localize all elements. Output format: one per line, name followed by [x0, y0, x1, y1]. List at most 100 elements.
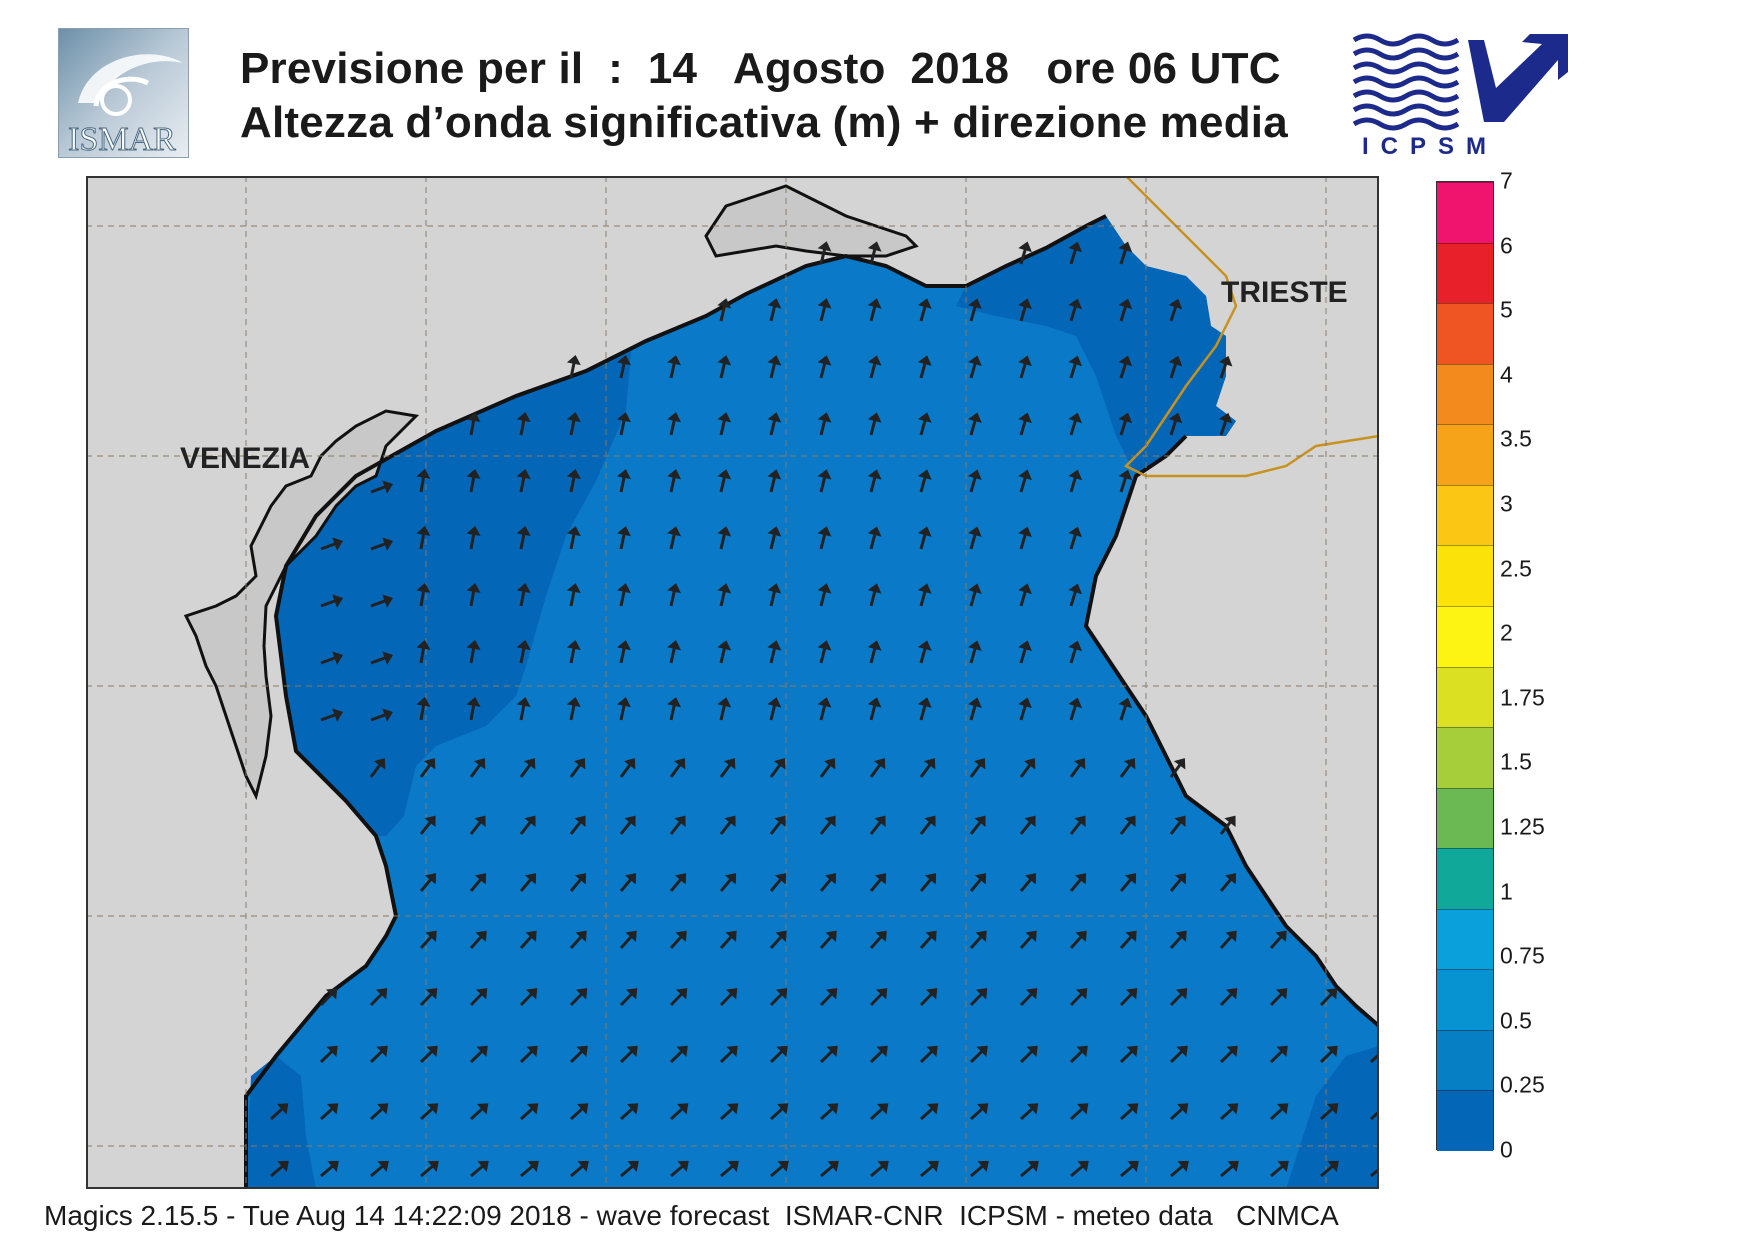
colorbar-tick-label: 7: [1500, 167, 1513, 194]
wave-direction-arrowhead: [717, 298, 732, 309]
wave-direction-arrow: [719, 590, 727, 607]
icpsm-logo: ICPSM: [1346, 30, 1586, 160]
wave-direction-arrowhead: [1125, 988, 1138, 1000]
coastline: [244, 214, 1107, 1189]
wave-direction-arrow: [919, 590, 927, 607]
wave-direction-arrow: [869, 763, 882, 778]
wave-direction-arrowhead: [817, 469, 832, 480]
wave-direction-arrow: [619, 935, 633, 950]
wave-direction-arrow: [969, 476, 977, 493]
wave-direction-arrowhead: [917, 298, 932, 309]
wave-direction-arrow: [969, 704, 977, 721]
wave-direction-arrow: [769, 533, 777, 550]
wave-direction-arrowhead: [624, 873, 637, 885]
wave-direction-arrow: [969, 362, 977, 379]
wave-direction-arrow: [919, 362, 927, 379]
wave-direction-arrow: [469, 935, 483, 950]
wave-direction-arrow: [819, 763, 832, 778]
wave-direction-arrow: [619, 1107, 634, 1121]
wave-direction-arrowhead: [1074, 815, 1086, 828]
wave-direction-arrowhead: [1227, 1160, 1239, 1173]
wave-direction-arrowhead: [875, 930, 887, 943]
wave-direction-arrow: [1269, 1107, 1284, 1121]
wave-direction-arrowhead: [476, 1045, 488, 1058]
wave-direction-arrow: [469, 532, 476, 550]
colorbar-tick-label: 1.25: [1500, 813, 1545, 840]
wave-direction-arrowhead: [425, 988, 438, 1000]
wave-direction-arrowhead: [1177, 1160, 1189, 1173]
wave-direction-arrow: [1219, 992, 1234, 1007]
wave-direction-arrow: [1119, 248, 1128, 265]
wave-direction-arrow: [819, 820, 833, 835]
wave-direction-arrow: [1019, 704, 1027, 721]
wave-direction-arrowhead: [375, 988, 388, 1000]
wave-direction-arrowhead: [773, 758, 786, 770]
colorbar-tick-label: 1.5: [1500, 748, 1532, 775]
wave-direction-arrowhead: [968, 583, 982, 594]
wave-direction-arrowhead: [1068, 355, 1083, 367]
wave-direction-arrowhead: [867, 697, 882, 708]
wave-direction-arrow: [419, 1049, 434, 1064]
colorbar-segment: [1437, 1029, 1493, 1091]
wave-direction-arrow: [1019, 248, 1027, 265]
wave-direction-arrowhead: [1173, 758, 1186, 770]
wave-direction-arrowhead: [1124, 873, 1137, 885]
wave-direction-arrowhead: [1226, 1045, 1238, 1058]
wave-direction-arrow: [519, 935, 533, 950]
wave-direction-arrow: [919, 935, 933, 950]
wave-direction-arrow: [1169, 877, 1183, 892]
wave-direction-arrow: [420, 1164, 435, 1178]
wave-direction-arrowhead: [1224, 873, 1237, 885]
wave-direction-arrowhead: [667, 412, 682, 423]
wave-direction-arrowhead: [968, 697, 982, 708]
wave-direction-arrowhead: [416, 582, 431, 593]
wave-direction-arrow: [370, 542, 387, 551]
wave-direction-arrowhead: [826, 1045, 838, 1058]
wave-direction-arrow: [619, 533, 626, 550]
wave-direction-arrowhead: [525, 988, 538, 1000]
colorbar-tick-label: 0.25: [1500, 1071, 1545, 1098]
colorbar-segment: [1437, 727, 1493, 788]
wave-direction-arrow: [919, 820, 933, 835]
wave-direction-arrowhead: [977, 1160, 989, 1173]
wave-direction-arrow: [819, 935, 833, 950]
wave-direction-arrowhead: [573, 758, 586, 770]
wave-direction-arrowhead: [626, 1103, 639, 1115]
wave-direction-arrowhead: [566, 697, 581, 708]
wave-direction-arrowhead: [476, 1103, 489, 1115]
wave-direction-arrow: [419, 935, 433, 950]
wave-direction-arrowhead: [525, 930, 537, 943]
wave-direction-arrow: [469, 418, 476, 436]
wave-direction-arrowhead: [373, 758, 386, 770]
wave-direction-arrow: [469, 877, 483, 892]
wave-direction-arrow: [320, 713, 337, 722]
wave-direction-arrow: [569, 476, 576, 493]
wave-direction-arrow: [669, 992, 684, 1007]
wave-direction-arrowhead: [1118, 298, 1133, 310]
wave-direction-arrow: [819, 419, 827, 436]
wave-direction-arrow: [869, 647, 877, 664]
wave-direction-arrow: [769, 877, 783, 892]
wave-direction-arrowhead: [1325, 988, 1338, 1000]
wave-direction-arrow: [669, 763, 682, 778]
wave-direction-arrow: [819, 992, 834, 1007]
wave-direction-arrowhead: [1174, 815, 1186, 828]
wave-direction-arrowhead: [1018, 298, 1032, 310]
map-frame: [86, 176, 1379, 1189]
wave-direction-arrowhead: [523, 758, 536, 770]
wave-direction-arrow: [969, 647, 977, 664]
wave-direction-arrowhead: [526, 1103, 539, 1115]
wave-direction-arrow: [919, 704, 927, 721]
wave-direction-arrow: [1219, 419, 1228, 436]
wave-direction-arrow: [919, 647, 927, 664]
wave-direction-arrow: [919, 419, 927, 436]
wave-direction-arrowhead: [717, 412, 732, 423]
wave-direction-arrow: [519, 763, 532, 778]
wave-direction-arrowhead: [667, 526, 682, 537]
wave-direction-arrowhead: [917, 640, 932, 651]
wave-direction-arrowhead: [976, 1045, 988, 1058]
wave-direction-arrow: [1119, 763, 1132, 778]
wave-direction-arrowhead: [776, 1103, 789, 1115]
wave-direction-arrow: [470, 1164, 485, 1178]
wave-direction-arrow: [469, 475, 476, 493]
